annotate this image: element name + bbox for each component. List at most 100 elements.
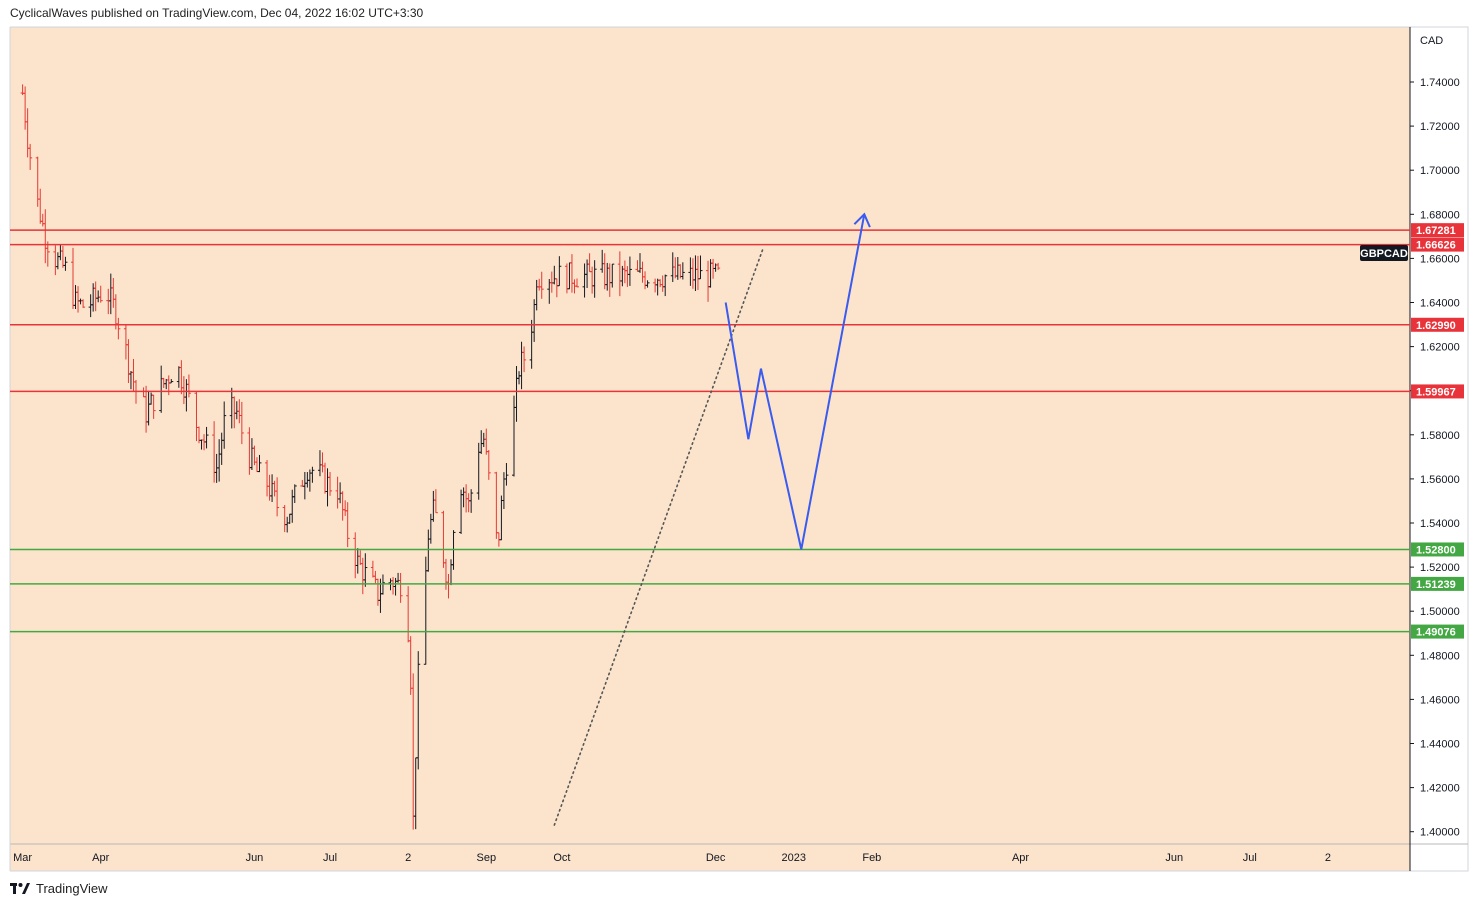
projection-path[interactable] — [724, 212, 871, 550]
brand-footer[interactable]: TradingView — [10, 881, 108, 896]
time-tick-label: Jul — [1243, 852, 1257, 864]
ohlc-bar — [257, 454, 262, 473]
price-tick-label: 1.48000 — [1420, 650, 1460, 662]
time-tick-label: Apr — [92, 852, 109, 864]
ohlc-bar — [345, 502, 350, 548]
projection-line[interactable] — [724, 214, 866, 550]
price-tick-label: 1.46000 — [1420, 694, 1460, 706]
ohlc-bar — [45, 241, 50, 267]
ohlc-bar — [522, 346, 527, 373]
ohlc-bars — [20, 84, 721, 830]
ohlc-bar — [698, 255, 703, 280]
ohlc-bar — [151, 394, 156, 419]
price-axis-area[interactable] — [1409, 26, 1469, 872]
ohlc-bar — [539, 271, 544, 299]
tradingview-logo-icon — [10, 882, 30, 894]
time-tick-label: Apr — [1012, 852, 1029, 864]
price-tick-label: 1.42000 — [1420, 783, 1460, 795]
price-tick-label: 1.70000 — [1420, 165, 1460, 177]
price-tick-label: 1.64000 — [1420, 298, 1460, 310]
level-label: 1.66626 — [1416, 240, 1456, 252]
ohlc-bar — [557, 256, 562, 287]
time-tick-label: 2 — [1325, 852, 1331, 864]
resistance-price-tag: 1.67281 — [1411, 223, 1464, 238]
ohlc-bar — [398, 572, 403, 603]
ohlc-bar — [433, 489, 438, 514]
time-axis-ticks: Mar Apr Jun Jul 2 Sep Oct Dec 2023 Feb Apr Jun Jul 2 — [13, 852, 1331, 864]
ohlc-bar — [186, 374, 191, 398]
time-tick-label: Jun — [1165, 852, 1183, 864]
time-tick-label: 2023 — [781, 852, 805, 864]
time-tick-label: Mar — [13, 852, 32, 864]
support-price-tag: 1.51239 — [1411, 576, 1464, 591]
time-axis-area[interactable] — [10, 844, 1410, 871]
trendline[interactable] — [553, 246, 765, 826]
level-label: 1.67281 — [1416, 225, 1456, 237]
brand-label: TradingView — [36, 881, 108, 896]
ohlc-bar — [328, 471, 333, 496]
ohlc-bar — [81, 299, 86, 308]
price-tick-label: 1.72000 — [1420, 121, 1460, 133]
ohlc-bar — [416, 651, 421, 770]
support-price-tag: 1.49076 — [1411, 624, 1464, 639]
resistance-price-tag: 1.59967 — [1411, 384, 1464, 399]
time-tick-label: Dec — [706, 852, 726, 864]
ohlc-bar — [239, 401, 244, 445]
ohlc-bar — [575, 278, 579, 288]
level-label: 1.51239 — [1416, 579, 1456, 591]
ohlc-bar — [645, 280, 650, 288]
ohlc-bar — [116, 317, 121, 340]
time-tick-label: 2 — [405, 852, 411, 864]
time-tick-label: Oct — [553, 852, 570, 864]
ohlc-bar — [610, 263, 615, 288]
resistance-price-tag: 1.62990 — [1411, 317, 1464, 332]
trendline-segment[interactable] — [553, 246, 765, 826]
price-axis-ticks: 1.40000 1.42000 1.44000 1.46000 1.48000 1.500… — [1410, 77, 1460, 839]
projection-arrow-head — [853, 212, 871, 228]
ohlc-bar — [504, 463, 509, 486]
ohlc-bar — [663, 274, 668, 297]
price-tick-label: 1.54000 — [1420, 518, 1460, 530]
level-label: 1.49076 — [1416, 627, 1456, 639]
ohlc-bar — [292, 484, 297, 504]
plot-area[interactable] — [10, 27, 1410, 844]
level-label: 1.59967 — [1416, 386, 1456, 398]
ohlc-bar — [310, 466, 315, 483]
price-tick-label: 1.44000 — [1420, 739, 1460, 751]
price-tick-label: 1.74000 — [1420, 77, 1460, 89]
publish-header: CyclicalWaves published on TradingView.c… — [10, 6, 423, 20]
level-label: 1.52800 — [1416, 544, 1456, 556]
time-tick-label: Feb — [862, 852, 881, 864]
price-tick-label: 1.66000 — [1420, 253, 1460, 265]
ohlc-bar — [716, 262, 721, 270]
level-label: 1.62990 — [1416, 320, 1456, 332]
support-price-tag: 1.52800 — [1411, 542, 1464, 557]
resistance-price-tag: 1.66626 — [1411, 237, 1464, 252]
ohlc-bar — [222, 401, 227, 449]
ohlc-bar — [627, 256, 632, 286]
price-tick-label: 1.58000 — [1420, 430, 1460, 442]
ohlc-bar — [63, 256, 68, 271]
price-tick-label: 1.62000 — [1420, 342, 1460, 354]
price-tick-label: 1.52000 — [1420, 562, 1460, 574]
price-tick-label: 1.68000 — [1420, 209, 1460, 221]
ohlc-bar — [28, 143, 33, 170]
price-tick-label: 1.50000 — [1420, 606, 1460, 618]
ohlc-bar — [469, 489, 474, 513]
time-tick-label: Jun — [246, 852, 264, 864]
time-tick-label: Sep — [476, 852, 496, 864]
ohlc-bar — [363, 553, 368, 587]
price-tick-label: 1.56000 — [1420, 474, 1460, 486]
ohlc-bar — [204, 426, 209, 449]
ohlc-bar — [169, 379, 174, 384]
price-tick-label: 1.40000 — [1420, 827, 1460, 839]
ohlc-bar — [680, 262, 685, 280]
publish-line: CyclicalWaves published on TradingView.c… — [10, 6, 424, 20]
symbol-tag: GBPCAD — [1360, 245, 1408, 261]
ohlc-bar — [486, 450, 491, 480]
currency-label: CAD — [1420, 35, 1443, 47]
time-tick-label: Jul — [323, 852, 337, 864]
horizontal-levels[interactable]: 1.67281 1.66626 1.62990 1.59967 1.52800 1.512… — [10, 223, 1464, 639]
symbol-label: GBPCAD — [1360, 248, 1408, 260]
